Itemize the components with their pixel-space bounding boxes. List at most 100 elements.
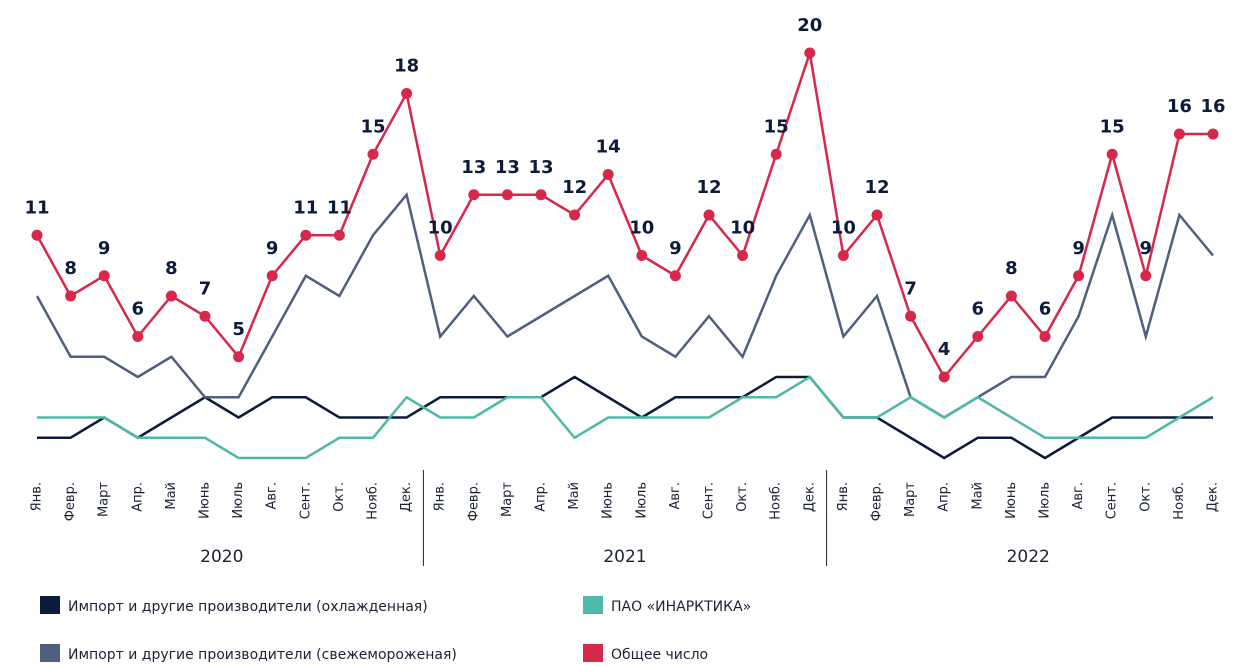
point: [569, 209, 581, 221]
x-tick-label: Март: [97, 482, 112, 517]
point: [434, 250, 446, 261]
value-label: 8: [64, 258, 77, 279]
point: [972, 331, 984, 342]
value-label: 9: [266, 238, 279, 259]
value-label: 12: [696, 177, 721, 198]
x-tick-label: Июнь: [1004, 482, 1019, 519]
x-tick-label: Дек.: [802, 482, 817, 512]
point: [737, 250, 749, 261]
x-tick-label: Янв.: [30, 482, 45, 511]
point: [1140, 270, 1152, 282]
value-label: 6: [132, 299, 145, 320]
x-tick-label: Февр.: [466, 482, 481, 521]
x-tick-label: Окт.: [735, 482, 750, 512]
point: [1106, 148, 1118, 160]
x-tick-label: Сент.: [702, 482, 717, 519]
legend-swatch: [40, 596, 60, 614]
x-tick-label: Июль: [1038, 482, 1053, 519]
legend-label: Общее число: [611, 647, 708, 663]
point: [636, 250, 648, 261]
value-label: 10: [629, 218, 654, 239]
x-tick-label: Март: [903, 482, 918, 517]
x-tick-label: Нояб.: [366, 482, 381, 520]
point: [233, 351, 245, 363]
value-label: 13: [528, 157, 553, 178]
point: [132, 331, 144, 342]
x-tick-label: Сент.: [1105, 482, 1120, 519]
legend-swatch: [583, 644, 603, 662]
value-label: 10: [730, 218, 755, 239]
point: [1039, 331, 1051, 342]
x-tick-label: Окт.: [1138, 482, 1153, 512]
x-tick-label: Авг.: [668, 482, 683, 510]
x-tick-label: Март: [500, 482, 515, 517]
x-tick-label: Дек.: [1206, 482, 1221, 512]
x-tick-label: Авг.: [1071, 482, 1086, 510]
point: [1073, 270, 1085, 282]
series-line: [37, 375, 1214, 460]
value-label: 16: [1200, 96, 1225, 117]
value-label: 6: [972, 299, 985, 320]
series-line: [37, 375, 1213, 460]
x-tick-label: Май: [970, 482, 985, 510]
point: [165, 290, 177, 302]
point: [703, 209, 715, 221]
point: [905, 310, 917, 322]
point: [1173, 128, 1185, 140]
year-label: 2020: [200, 547, 243, 567]
point: [300, 229, 312, 241]
legend-swatch: [40, 644, 60, 662]
value-label: 15: [360, 116, 385, 137]
x-tick-label: Окт.: [332, 482, 347, 512]
point: [837, 250, 849, 261]
x-tick-label: Июль: [231, 482, 246, 519]
x-tick-label: Дек.: [399, 482, 414, 512]
value-label: 9: [98, 238, 111, 259]
x-tick-label: Июль: [634, 482, 649, 519]
point: [401, 88, 413, 99]
year-label: 2022: [1007, 547, 1050, 567]
x-tick-label: Февр.: [870, 482, 885, 521]
x-tick-label: Нояб.: [1172, 482, 1187, 520]
value-label: 13: [461, 157, 486, 178]
value-label: 18: [394, 56, 419, 77]
year-label: 2021: [603, 547, 646, 567]
legend-label: Импорт и другие производители (свежеморо…: [68, 647, 457, 663]
value-label: 11: [293, 197, 318, 218]
value-label: 5: [232, 319, 245, 340]
value-label: 11: [24, 197, 49, 218]
value-label: 4: [938, 339, 951, 360]
value-label: 13: [495, 157, 520, 178]
x-tick-label: Апр.: [534, 482, 549, 512]
value-label: 11: [327, 197, 352, 218]
x-tick-label: Янв.: [836, 482, 851, 511]
value-label: 9: [669, 238, 682, 259]
value-label: 15: [764, 116, 789, 137]
x-tick-label: Нояб.: [769, 482, 784, 520]
value-label: 14: [596, 137, 621, 158]
x-tick-label: Май: [164, 482, 179, 510]
point: [31, 229, 43, 241]
point: [804, 47, 816, 59]
value-label: 6: [1039, 299, 1052, 320]
value-label: 9: [1072, 238, 1085, 259]
point: [1005, 290, 1017, 302]
value-label: 20: [797, 15, 822, 36]
point: [199, 310, 211, 322]
point: [871, 209, 883, 221]
legend-label: Импорт и другие производители (охлажденн…: [68, 599, 428, 615]
value-label: 10: [831, 218, 856, 239]
point: [266, 270, 278, 282]
point: [98, 270, 110, 282]
point: [770, 148, 782, 160]
point: [535, 189, 547, 201]
point: [65, 290, 77, 302]
x-tick-label: Апр.: [937, 482, 952, 512]
value-label: 10: [428, 218, 453, 239]
series-line: [35, 52, 1213, 380]
point: [602, 169, 614, 180]
x-tick-label: Июнь: [198, 482, 213, 519]
point: [501, 189, 513, 201]
value-label: 8: [1005, 258, 1018, 279]
